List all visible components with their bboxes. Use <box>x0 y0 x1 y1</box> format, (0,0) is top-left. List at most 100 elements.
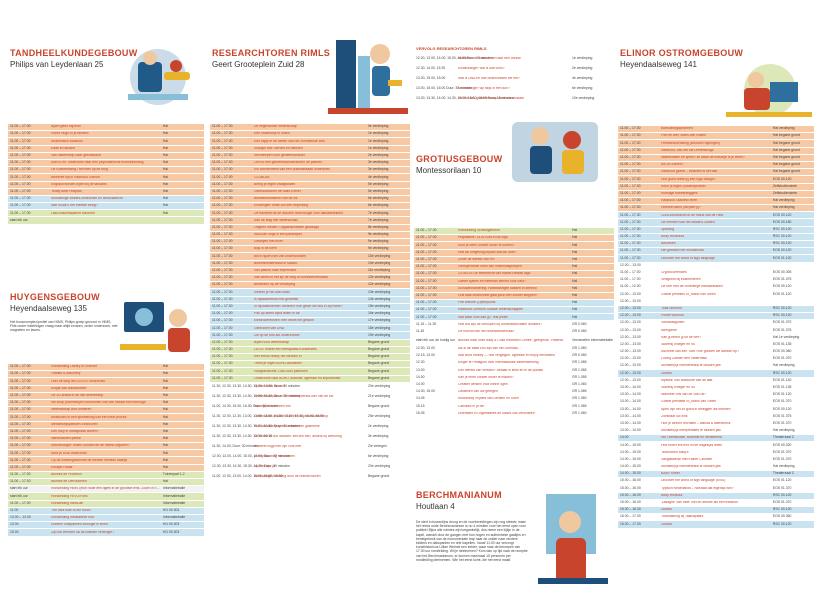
schedule-row: 11.00 – 17.00 Vollogel toer: derven en me… <box>210 145 410 153</box>
schedule-row: 11.00 – 17.00 Bezh hijken niet van onderd… <box>210 253 410 261</box>
row-time: 13.00 – 14.00 <box>620 406 641 411</box>
row-time: 11.00 – 17.00 <box>416 242 437 247</box>
row-location: RSC 00.120 <box>772 492 792 497</box>
row-activity: Wat Brud Reality — hoe vergeigen, agress… <box>458 354 555 358</box>
schedule-row: 11.00 – 17.00 LEGO: maker een therapatisc… <box>210 346 410 354</box>
rimls-title: RESEARCHTOREN RIMLS <box>212 48 331 58</box>
schedule-row: 11.00 – 17.00 Aura je DNA onderzoek Hal <box>8 450 204 458</box>
row-time: 11.00 – 17.00 <box>10 436 31 441</box>
row-activity: Met virtual reality het lichaam in <box>254 355 302 359</box>
row-location: Begane grond <box>368 347 390 352</box>
row-time: 11.00 – 17.00 <box>10 407 31 412</box>
row-activity: Typisch Nederlands – hoezaat dat eigenli… <box>661 486 734 490</box>
schedule-row: 11.00 – 17.00 Leer de weg het LEGO® onder… <box>8 378 204 386</box>
row-time: 11.00 – 17.00 <box>10 364 31 369</box>
schedule-row: 15.00 Zijn we verloren na de kwartier ver… <box>8 529 204 537</box>
schedule-row: 12.15, 13.00 Wat Brud Reality — hoe verge… <box>414 353 614 361</box>
row-location: Hal <box>162 188 168 193</box>
row-location: EOS 01.370 <box>772 449 792 454</box>
schedule-row: 15.45 Diversiteit in Organisaties de krac… <box>414 410 614 418</box>
row-activity: Schuldenhantering: Hoekbaringen kassen i… <box>458 286 537 290</box>
row-location: 3e verdieping <box>368 160 389 165</box>
row-activity: Hoe het afwerp tyren kenden een gasmimie <box>254 425 320 429</box>
row-time: 11.00 – 17.00 <box>416 278 437 283</box>
row-location: Hal begane grond <box>772 147 800 152</box>
people-illustration <box>512 122 598 182</box>
row-location: 19e verdieping <box>368 332 391 337</box>
row-time: 12.00 – 13.00 <box>620 320 641 325</box>
row-time: 11.00 – 17.00 <box>620 255 641 260</box>
grotius-address: Montessorilaan 10 <box>416 166 482 175</box>
row-activity: Body Workout <box>661 493 683 497</box>
row-activity: De zegenzuiker wetenschap <box>254 125 297 129</box>
row-time: 11.00 – 17.00 <box>10 421 31 426</box>
schedule-row: 11.00 – 17.00 Met virtual reality het lic… <box>210 354 410 362</box>
row-time: 11.00 – 17.00 <box>620 270 641 275</box>
row-time: 11.00 – 17.00 <box>10 160 31 165</box>
row-location: Begane grond <box>368 474 390 479</box>
row-location: Begane grond <box>368 361 390 366</box>
row-time: 11.00 – 17.00 <box>416 271 437 276</box>
schedule-row: 11.00 – 17.00 Anatomisch Museum Hal <box>8 138 204 146</box>
schedule-row: 11.00 – 17.00 Een ruby in zoetspraak wone… <box>8 428 204 436</box>
row-time: 11.00 – 17.00 <box>212 275 233 280</box>
row-location: RSC 00.120 <box>772 507 792 512</box>
row-location: EOS 01.120 <box>772 291 792 296</box>
row-activity: Bloemsvedlerwand in sactus <box>254 261 297 265</box>
row-activity: Onderzoek naar ADHD, autisme, agressie e… <box>254 376 341 380</box>
schedule-row: 11.00 – 17.00 Om nu een gemeenschildersto… <box>210 159 410 168</box>
schedule-row: 11.00 – 17.00 Breng je eigen draagvolken 5… <box>210 181 410 189</box>
row-activity: Bijten geen blijvend <box>51 125 81 129</box>
row-activity: Goede prestatie St_Mario van Gelen <box>661 400 717 404</box>
row-location: Hal <box>162 174 168 179</box>
row-time: 13.00 – 14.00 <box>620 413 641 418</box>
row-activity: Is hijfacantesna met-gedeelte <box>254 297 299 301</box>
row-location: 12e verdieping <box>368 275 391 280</box>
row-time: 11.00 – 17.00 <box>212 203 233 208</box>
row-activity: Hoe goed breert jij een logo design? <box>661 177 716 181</box>
tandheelkunde-address: Philips van Leydenlaan 25 <box>10 60 104 69</box>
schedule-row: 11.00 – 17.00 Zie op de foto als onderzoe… <box>210 332 410 340</box>
berchmanianum-address: Houtlaan 4 <box>416 502 455 511</box>
schedule-row: 11.00 – 17.00 Pfapaselfie: 14-8l Ecta in … <box>414 235 614 243</box>
row-location: GR 1.060 <box>572 410 587 415</box>
row-location: EOS 00.120 <box>772 406 792 411</box>
row-activity: Bewerken op de verdieping <box>254 283 296 287</box>
row-location: Hal verdieping <box>772 428 795 433</box>
row-time: 14.00 <box>620 435 629 440</box>
schedule-row: 11.00 – 17.00 Ons taak onderzoekt gaat jo… <box>414 292 614 300</box>
row-location: Hal begane grond <box>772 133 800 138</box>
row-time: start elk uur <box>10 493 28 498</box>
row-activity: Rondleiding Grotiusgebouw <box>458 229 500 233</box>
row-activity: Verchillepen voor gemeenschilder <box>254 154 305 158</box>
schedule-row: 11.00 – 17.00 Fret knecne (Open)kunst Hal <box>414 299 614 308</box>
row-location: Hal 1e verdieping <box>772 334 800 339</box>
row-location: EOS 01.370 <box>772 420 792 425</box>
row-activity: Bewaarsomsteren van de wil <box>254 197 298 201</box>
row-time: 13.00 – 14.00 <box>620 399 641 404</box>
row-time: 12.00 – 13.00 <box>620 327 641 332</box>
row-location: EOS 01.135 <box>772 341 792 346</box>
schedule-row: 15.00 – 16.00 Typisch Nederlands – hoezaa… <box>618 485 814 493</box>
schedule-row: 11.30, 14.00; Duur: 30 minuten Kinderen k… <box>210 442 410 453</box>
tandheelkunde-header: TANDHEELKUNDEGEBOUW Philips van Leydenla… <box>10 48 138 69</box>
rimls-header: RESEARCHTOREN RIMLS Geert Grooteplein Zu… <box>212 48 330 69</box>
row-activity: LEGO: maker een therapatisch anderdeel <box>254 348 317 352</box>
row-activity: De toer met de Broederge bandafrikaben <box>661 285 723 289</box>
row-time: 11.00 – 17.00 <box>620 147 641 152</box>
row-location: HG 00.303 <box>162 508 180 513</box>
row-time: start elk uur, de huidig uur <box>416 337 456 342</box>
row-activity: Escape Radar <box>51 465 73 469</box>
row-location: 9e verdieping <box>368 232 389 237</box>
grotius-table: 11.00 – 17.00 Rondleiding Grotiusgebouw Ha… <box>414 228 614 418</box>
schedule-row: 11.00 – 17.00 Robot Hugo in je tanden! Hal <box>8 131 204 139</box>
schedule-row: 16.00 – 17.00 Tradutaining bij Taalcapaar… <box>618 514 814 522</box>
row-location: 4e verdieping <box>572 75 593 80</box>
row-location: EOS 00.120 <box>772 284 792 289</box>
row-time: 11.00 – 17.00 <box>212 188 233 193</box>
row-location: Hal begane grond <box>772 169 800 174</box>
row-activity: Op een deur de neur <box>254 385 286 389</box>
row-location: RSC 00.120 <box>772 521 792 526</box>
row-location: 3e verdieping <box>368 167 389 172</box>
row-time: 11.00 – 17.00 <box>620 162 641 167</box>
